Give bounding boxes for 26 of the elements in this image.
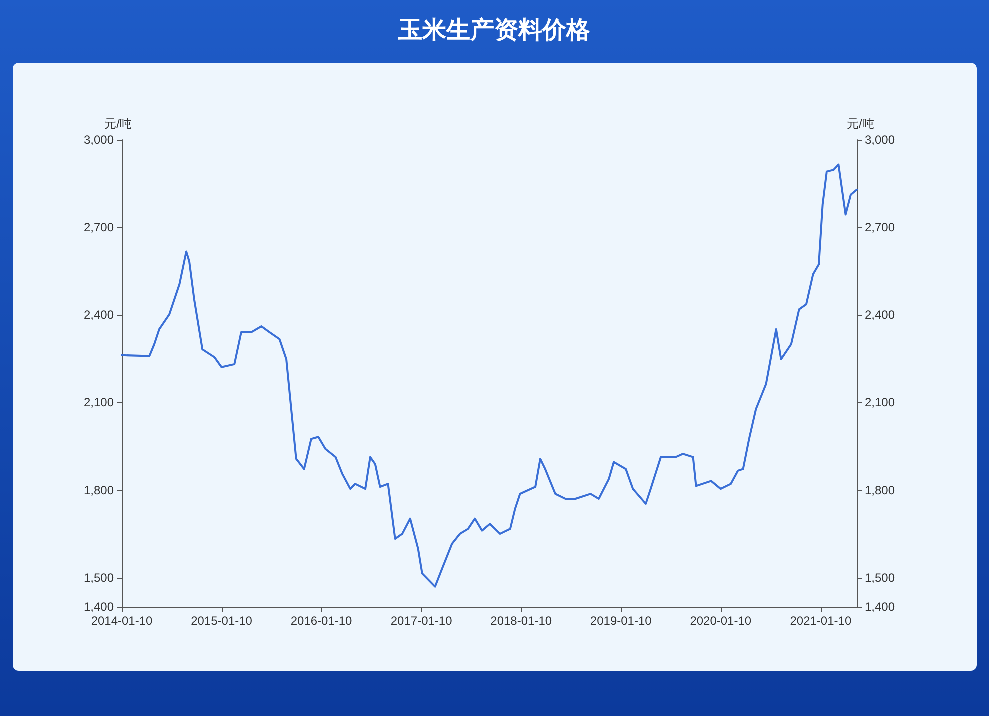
x-tick-label: 2019-01-10 bbox=[590, 614, 652, 628]
y-tick-label: 1,500 bbox=[84, 570, 114, 585]
y2-tick-label: 1,400 bbox=[865, 600, 896, 614]
x-tick-label: 2021-01-10 bbox=[790, 614, 852, 628]
y-axis-title: 元/吨 bbox=[104, 117, 132, 131]
y-tick-label: 3,000 bbox=[84, 133, 114, 147]
y2-tick-label: 2,700 bbox=[865, 220, 896, 235]
y2-tick-label: 1,500 bbox=[865, 570, 896, 585]
y-tick-label: 2,700 bbox=[84, 220, 114, 235]
y-tick-label: 1,400 bbox=[84, 600, 114, 614]
x-tick-label: 2018-01-10 bbox=[490, 614, 552, 628]
chart-title: 玉米生产资料价格 bbox=[398, 15, 592, 46]
y2-tick-label: 2,100 bbox=[865, 396, 896, 410]
x-tick-label: 2015-01-10 bbox=[191, 614, 253, 628]
y2-axis-title: 元/吨 bbox=[847, 117, 874, 131]
x-tick-label: 2016-01-10 bbox=[290, 614, 353, 628]
y-tick-label: 1,800 bbox=[84, 483, 114, 498]
x-tick-label: 2014-01-10 bbox=[91, 614, 154, 628]
y2-tick-label: 2,400 bbox=[865, 308, 896, 322]
y2-tick-label: 3,000 bbox=[865, 133, 896, 147]
line-series bbox=[121, 164, 858, 588]
x-tick-label: 2020-01-10 bbox=[690, 614, 752, 628]
y-tick-label: 2,400 bbox=[84, 308, 114, 322]
y-tick-label: 2,100 bbox=[84, 396, 114, 410]
y2-tick-label: 1,800 bbox=[865, 483, 896, 498]
x-tick-label: 2017-01-10 bbox=[390, 614, 453, 628]
